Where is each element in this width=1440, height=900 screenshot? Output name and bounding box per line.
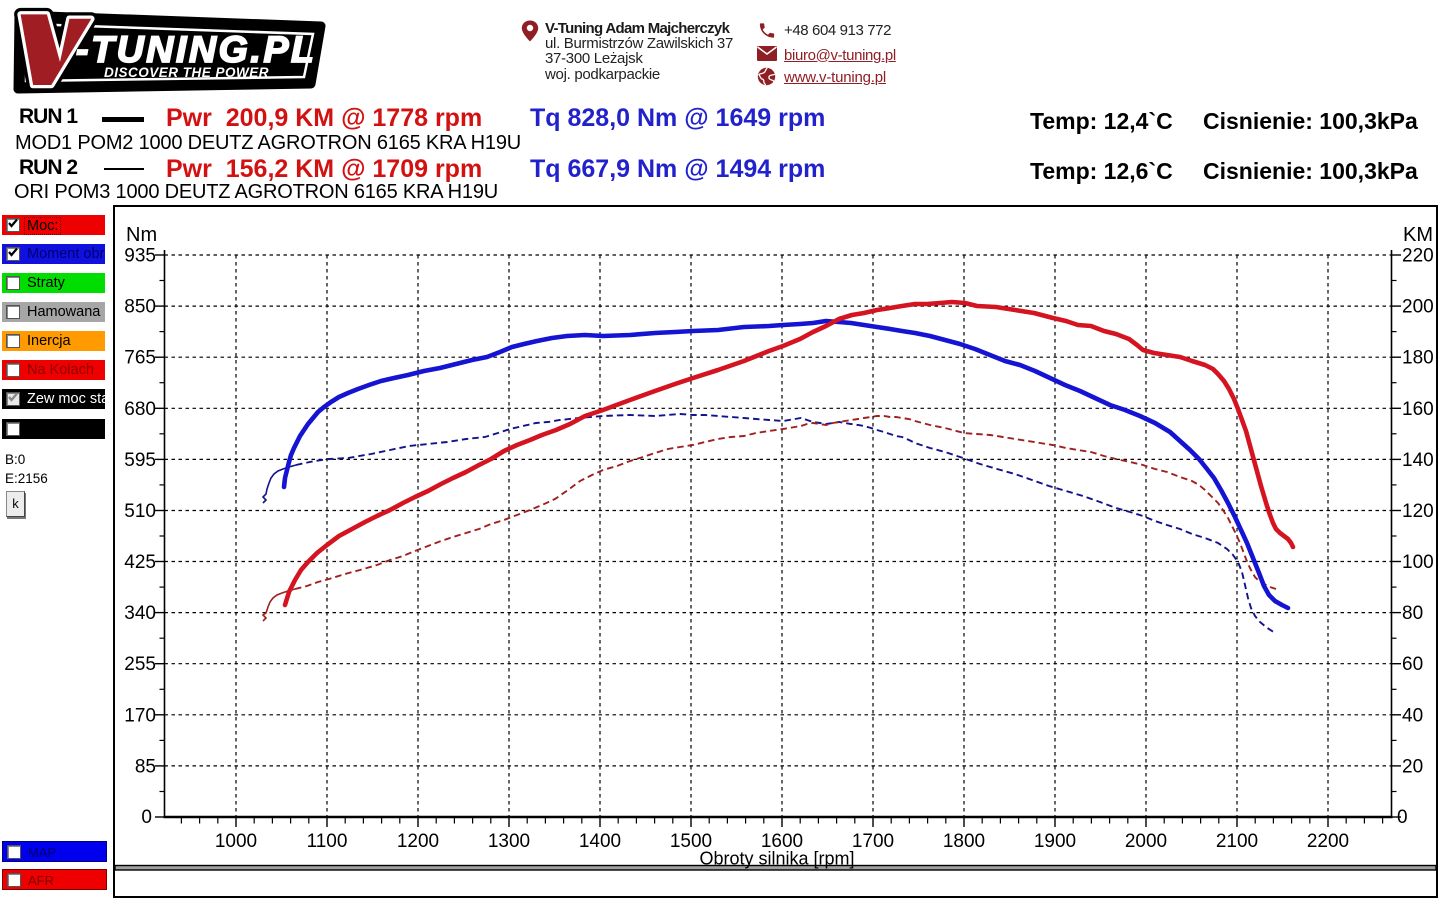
svg-text:850: 850 bbox=[124, 297, 156, 318]
svg-text:1300: 1300 bbox=[488, 831, 530, 852]
svg-text:1600: 1600 bbox=[761, 831, 803, 852]
svg-text:2100: 2100 bbox=[1216, 831, 1258, 852]
svg-text:Nm: Nm bbox=[126, 224, 157, 246]
svg-text:340: 340 bbox=[124, 603, 156, 624]
svg-text:180: 180 bbox=[1402, 348, 1434, 369]
svg-text:40: 40 bbox=[1402, 705, 1423, 726]
svg-text:DISCOVER THE POWER: DISCOVER THE POWER bbox=[104, 65, 269, 80]
svg-text:60: 60 bbox=[1402, 654, 1423, 675]
svg-text:595: 595 bbox=[124, 450, 156, 471]
svg-text:140: 140 bbox=[1402, 450, 1434, 471]
svg-text:1700: 1700 bbox=[852, 831, 894, 852]
svg-text:1500: 1500 bbox=[670, 831, 712, 852]
svg-text:1200: 1200 bbox=[397, 831, 439, 852]
svg-text:1800: 1800 bbox=[943, 831, 985, 852]
svg-text:255: 255 bbox=[124, 654, 156, 675]
svg-text:0: 0 bbox=[1397, 807, 1408, 828]
svg-text:1400: 1400 bbox=[579, 831, 621, 852]
svg-text:-TUNING.PL: -TUNING.PL bbox=[76, 28, 317, 70]
svg-text:1900: 1900 bbox=[1034, 831, 1076, 852]
svg-text:160: 160 bbox=[1402, 399, 1434, 420]
svg-text:2200: 2200 bbox=[1307, 831, 1349, 852]
svg-text:220: 220 bbox=[1402, 246, 1434, 267]
svg-text:1100: 1100 bbox=[307, 831, 348, 852]
svg-text:85: 85 bbox=[135, 756, 156, 777]
svg-text:510: 510 bbox=[124, 501, 156, 522]
svg-text:935: 935 bbox=[124, 246, 156, 267]
svg-text:425: 425 bbox=[124, 552, 156, 573]
svg-text:170: 170 bbox=[124, 705, 156, 726]
svg-text:Obroty silnika [rpm]: Obroty silnika [rpm] bbox=[699, 849, 854, 869]
svg-text:120: 120 bbox=[1402, 501, 1434, 522]
svg-text:1000: 1000 bbox=[215, 831, 257, 852]
svg-text:2000: 2000 bbox=[1125, 831, 1167, 852]
svg-text:680: 680 bbox=[124, 399, 156, 420]
svg-text:20: 20 bbox=[1402, 756, 1423, 777]
svg-text:200: 200 bbox=[1402, 297, 1434, 318]
svg-text:0: 0 bbox=[141, 807, 152, 828]
svg-text:765: 765 bbox=[124, 348, 156, 369]
svg-text:80: 80 bbox=[1402, 603, 1423, 624]
svg-text:100: 100 bbox=[1402, 552, 1434, 573]
svg-text:KM: KM bbox=[1403, 224, 1433, 246]
